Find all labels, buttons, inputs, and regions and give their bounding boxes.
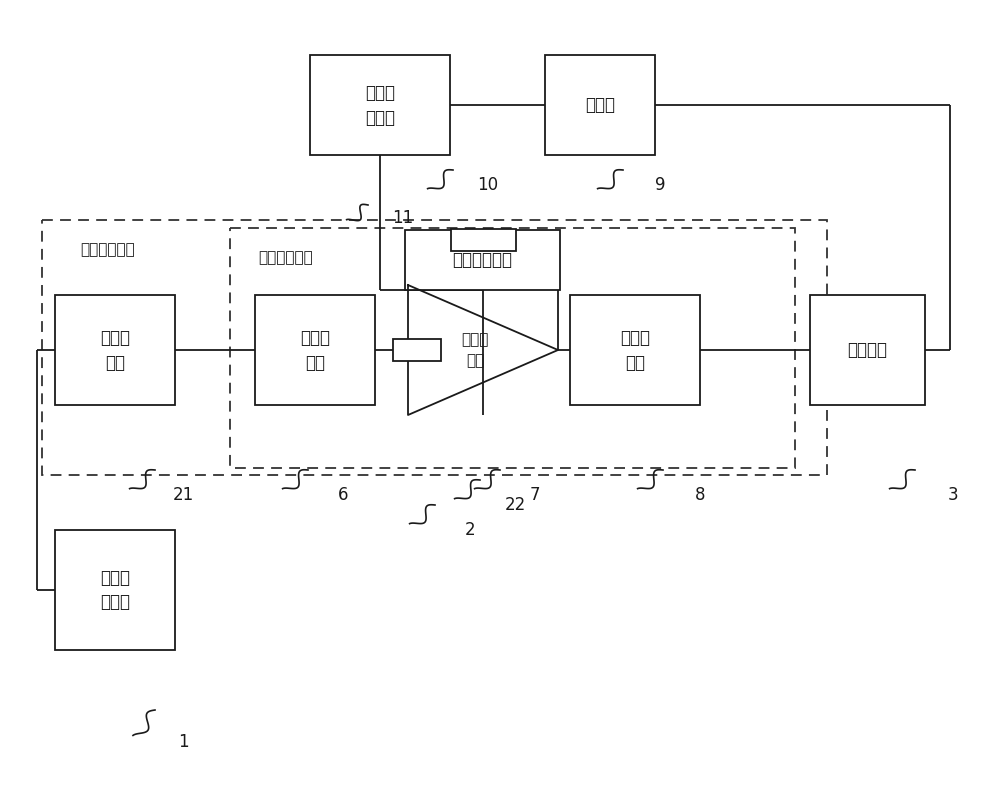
Text: 21: 21 bbox=[172, 486, 194, 504]
Bar bbox=[42, 220, 827, 475]
Text: 音频输
出设备: 音频输 出设备 bbox=[365, 84, 395, 127]
Bar bbox=[405, 230, 560, 290]
Bar bbox=[570, 295, 700, 405]
Bar bbox=[393, 339, 441, 361]
Text: 直流偏置电压: 直流偏置电压 bbox=[452, 251, 512, 269]
Text: 前置放
大器: 前置放 大器 bbox=[100, 328, 130, 371]
Text: 低通滤
波器: 低通滤 波器 bbox=[620, 328, 650, 371]
Bar bbox=[255, 295, 375, 405]
Text: 电子探
测设备: 电子探 测设备 bbox=[100, 568, 130, 611]
Bar bbox=[310, 55, 450, 155]
Bar bbox=[810, 295, 925, 405]
Text: 高通滤
波器: 高通滤 波器 bbox=[300, 328, 330, 371]
Bar bbox=[230, 228, 795, 468]
Bar bbox=[55, 530, 175, 650]
Text: 1: 1 bbox=[178, 733, 188, 751]
Text: 6: 6 bbox=[338, 486, 348, 504]
Bar bbox=[450, 229, 516, 251]
Text: 10: 10 bbox=[477, 176, 499, 194]
Text: 11: 11 bbox=[392, 209, 414, 227]
Text: 放大电路模块: 放大电路模块 bbox=[80, 242, 135, 257]
Text: 驱动器: 驱动器 bbox=[585, 96, 615, 114]
Text: 7: 7 bbox=[530, 486, 540, 504]
Text: 8: 8 bbox=[695, 486, 705, 504]
Text: 蓝牙模块: 蓝牙模块 bbox=[848, 341, 888, 359]
Text: 增益放
大器: 增益放 大器 bbox=[461, 332, 489, 368]
Text: 滤波放大电路: 滤波放大电路 bbox=[258, 250, 313, 265]
Text: 2: 2 bbox=[465, 521, 475, 539]
Text: 9: 9 bbox=[655, 176, 665, 194]
Text: 3: 3 bbox=[948, 486, 958, 504]
Bar bbox=[55, 295, 175, 405]
Bar bbox=[545, 55, 655, 155]
Text: 22: 22 bbox=[504, 496, 526, 514]
